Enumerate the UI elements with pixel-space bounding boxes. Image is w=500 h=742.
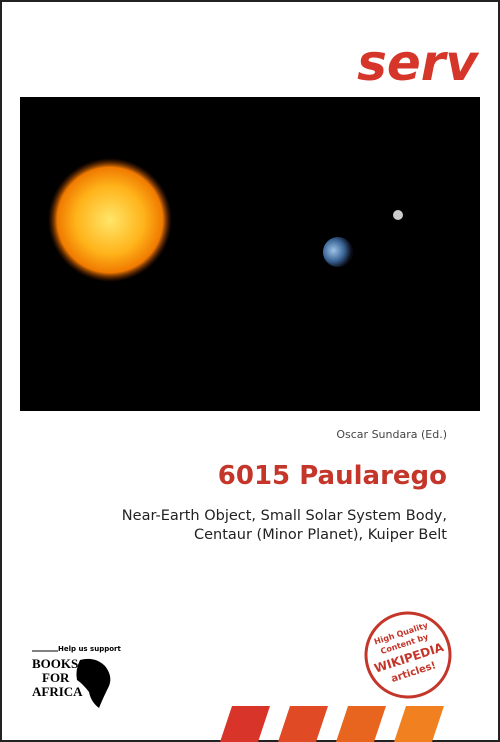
title: 6015 Paularego: [218, 461, 447, 491]
support-logo-line: AFRICA: [32, 684, 83, 699]
support-note: Help us support: [58, 645, 121, 653]
book-cover: serv Oscar Sundara (Ed.) 6015 Paularego …: [0, 0, 500, 742]
publisher-logo: serv: [357, 34, 479, 92]
subtitle-line: Centaur (Minor Planet), Kuiper Belt: [194, 527, 447, 543]
support-logo-line: FOR: [42, 670, 70, 685]
editor: Oscar Sundara (Ed.): [336, 428, 447, 441]
support-logo-line: BOOKS: [32, 656, 78, 671]
earth: [323, 237, 353, 267]
sun: [48, 158, 172, 282]
subtitle-line: Near-Earth Object, Small Solar System Bo…: [122, 508, 447, 524]
moon: [393, 210, 403, 220]
